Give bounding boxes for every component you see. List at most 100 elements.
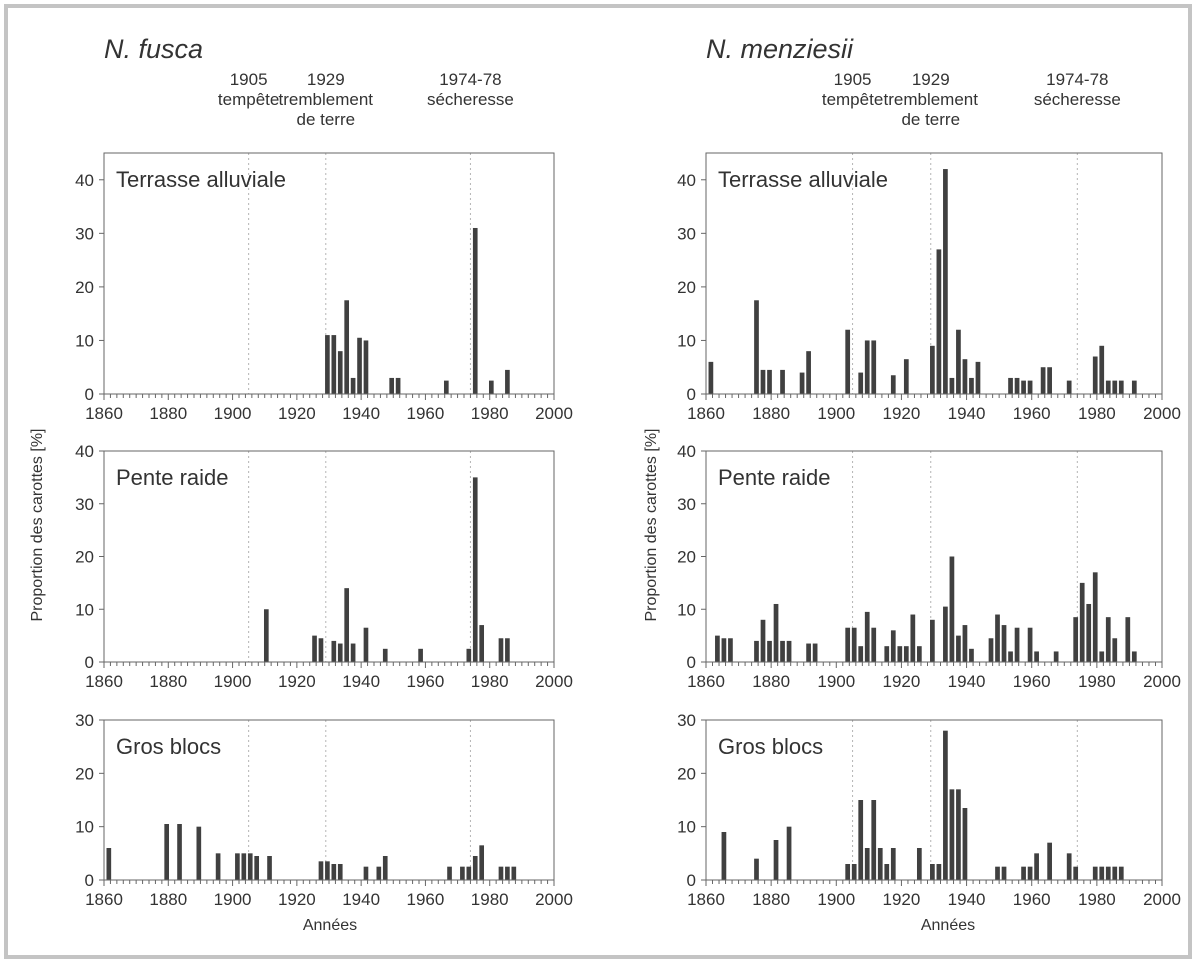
bar [357,337,362,394]
bar [1047,367,1052,394]
x-tick-label: 2000 [1143,672,1181,691]
bar [363,866,369,880]
panel-nmenziesii-1: 1860 1880 1900 1920 1940 1960 1980 2000 0 10 20 30 4… [677,442,1181,691]
panel-title: Gros blocs [718,734,823,759]
x-tick-label: 1880 [149,890,187,909]
bar [754,858,759,880]
event-label-1929: tremblement [279,90,374,109]
y-axis-label-fusca: Proportion des carottes [%] [29,429,46,622]
bar [1066,380,1072,394]
y-tick-label: 20 [677,548,696,567]
bar [903,646,909,662]
bar [1105,866,1111,880]
bar [447,866,452,880]
x-tick-label: 1860 [85,890,123,909]
bar [969,377,974,394]
x-tick-label: 1860 [687,890,725,909]
panel-title: Pente raide [718,465,831,490]
bar [1008,651,1013,662]
bar [1112,866,1118,880]
bar [871,627,877,662]
y-tick-label: 0 [687,871,696,890]
bar [1027,627,1033,662]
y-tick-label: 20 [677,278,696,297]
x-tick-label: 1960 [407,404,445,423]
panel-nmenziesii-2: 1860 1880 1900 1920 1940 1960 1980 2000 0 10 20 30 G… [677,711,1181,909]
event-label-1929: de terre [901,110,960,129]
y-tick-label: 10 [75,600,94,619]
x-tick-label: 1940 [948,672,986,691]
bar [1092,356,1098,394]
bar [1027,380,1033,394]
x-tick-label: 1960 [407,890,445,909]
x-tick-label: 1900 [817,404,855,423]
bar [721,832,727,880]
bar [760,619,766,662]
bar [1040,367,1046,394]
bar [962,808,968,880]
bar [858,372,864,394]
bar [488,380,494,394]
x-tick-label: 1920 [883,672,921,691]
bar [864,848,870,880]
bar [1086,603,1092,662]
y-tick-label: 40 [677,442,696,461]
bar [325,861,330,880]
event-label-1974: sécheresse [427,90,514,109]
x-tick-label: 1940 [948,404,986,423]
bar [845,864,851,880]
x-tick-label: 1980 [471,890,509,909]
bar [241,853,247,880]
bar [331,864,337,880]
y-tick-label: 30 [677,495,696,514]
bar [363,340,369,394]
bar [786,826,792,880]
y-tick-label: 20 [75,764,94,783]
y-tick-label: 30 [75,495,94,514]
bar [350,377,356,394]
x-tick-label: 1960 [1013,672,1051,691]
bar [877,848,883,880]
bar [460,866,465,880]
x-tick-label: 1980 [1078,672,1116,691]
bar [930,619,935,662]
bar [337,643,343,662]
bar [728,638,733,662]
event-label-1929: 1929 [912,70,950,89]
bar [845,329,851,394]
y-tick-label: 20 [75,548,94,567]
bar [806,351,811,394]
bar [956,329,961,394]
species-title-fusca: N. fusca [104,34,203,64]
bar [1008,377,1013,394]
event-label-1974: 1974-78 [1046,70,1108,89]
bar [1125,617,1131,662]
bar [479,625,485,662]
bar [1131,380,1137,394]
y-tick-label: 0 [85,871,94,890]
bar [312,635,317,662]
bar [1118,866,1124,880]
bar [962,625,968,662]
bar [851,864,857,880]
bar [254,856,260,880]
event-label-1905: 1905 [834,70,872,89]
bar [858,800,864,880]
y-tick-label: 0 [85,385,94,404]
bar [845,627,851,662]
bar [864,340,870,394]
bar [1099,345,1105,394]
bar [930,345,935,394]
x-axis-label-menziesii: Années [921,917,975,934]
bar [498,866,504,880]
bar [395,377,401,394]
bar [1099,866,1105,880]
bar [472,227,478,394]
y-tick-label: 40 [75,442,94,461]
bar [337,864,343,880]
bar [472,856,478,880]
bar [235,853,240,880]
y-tick-label: 30 [75,224,94,243]
bar [767,369,772,394]
y-tick-label: 40 [75,171,94,190]
